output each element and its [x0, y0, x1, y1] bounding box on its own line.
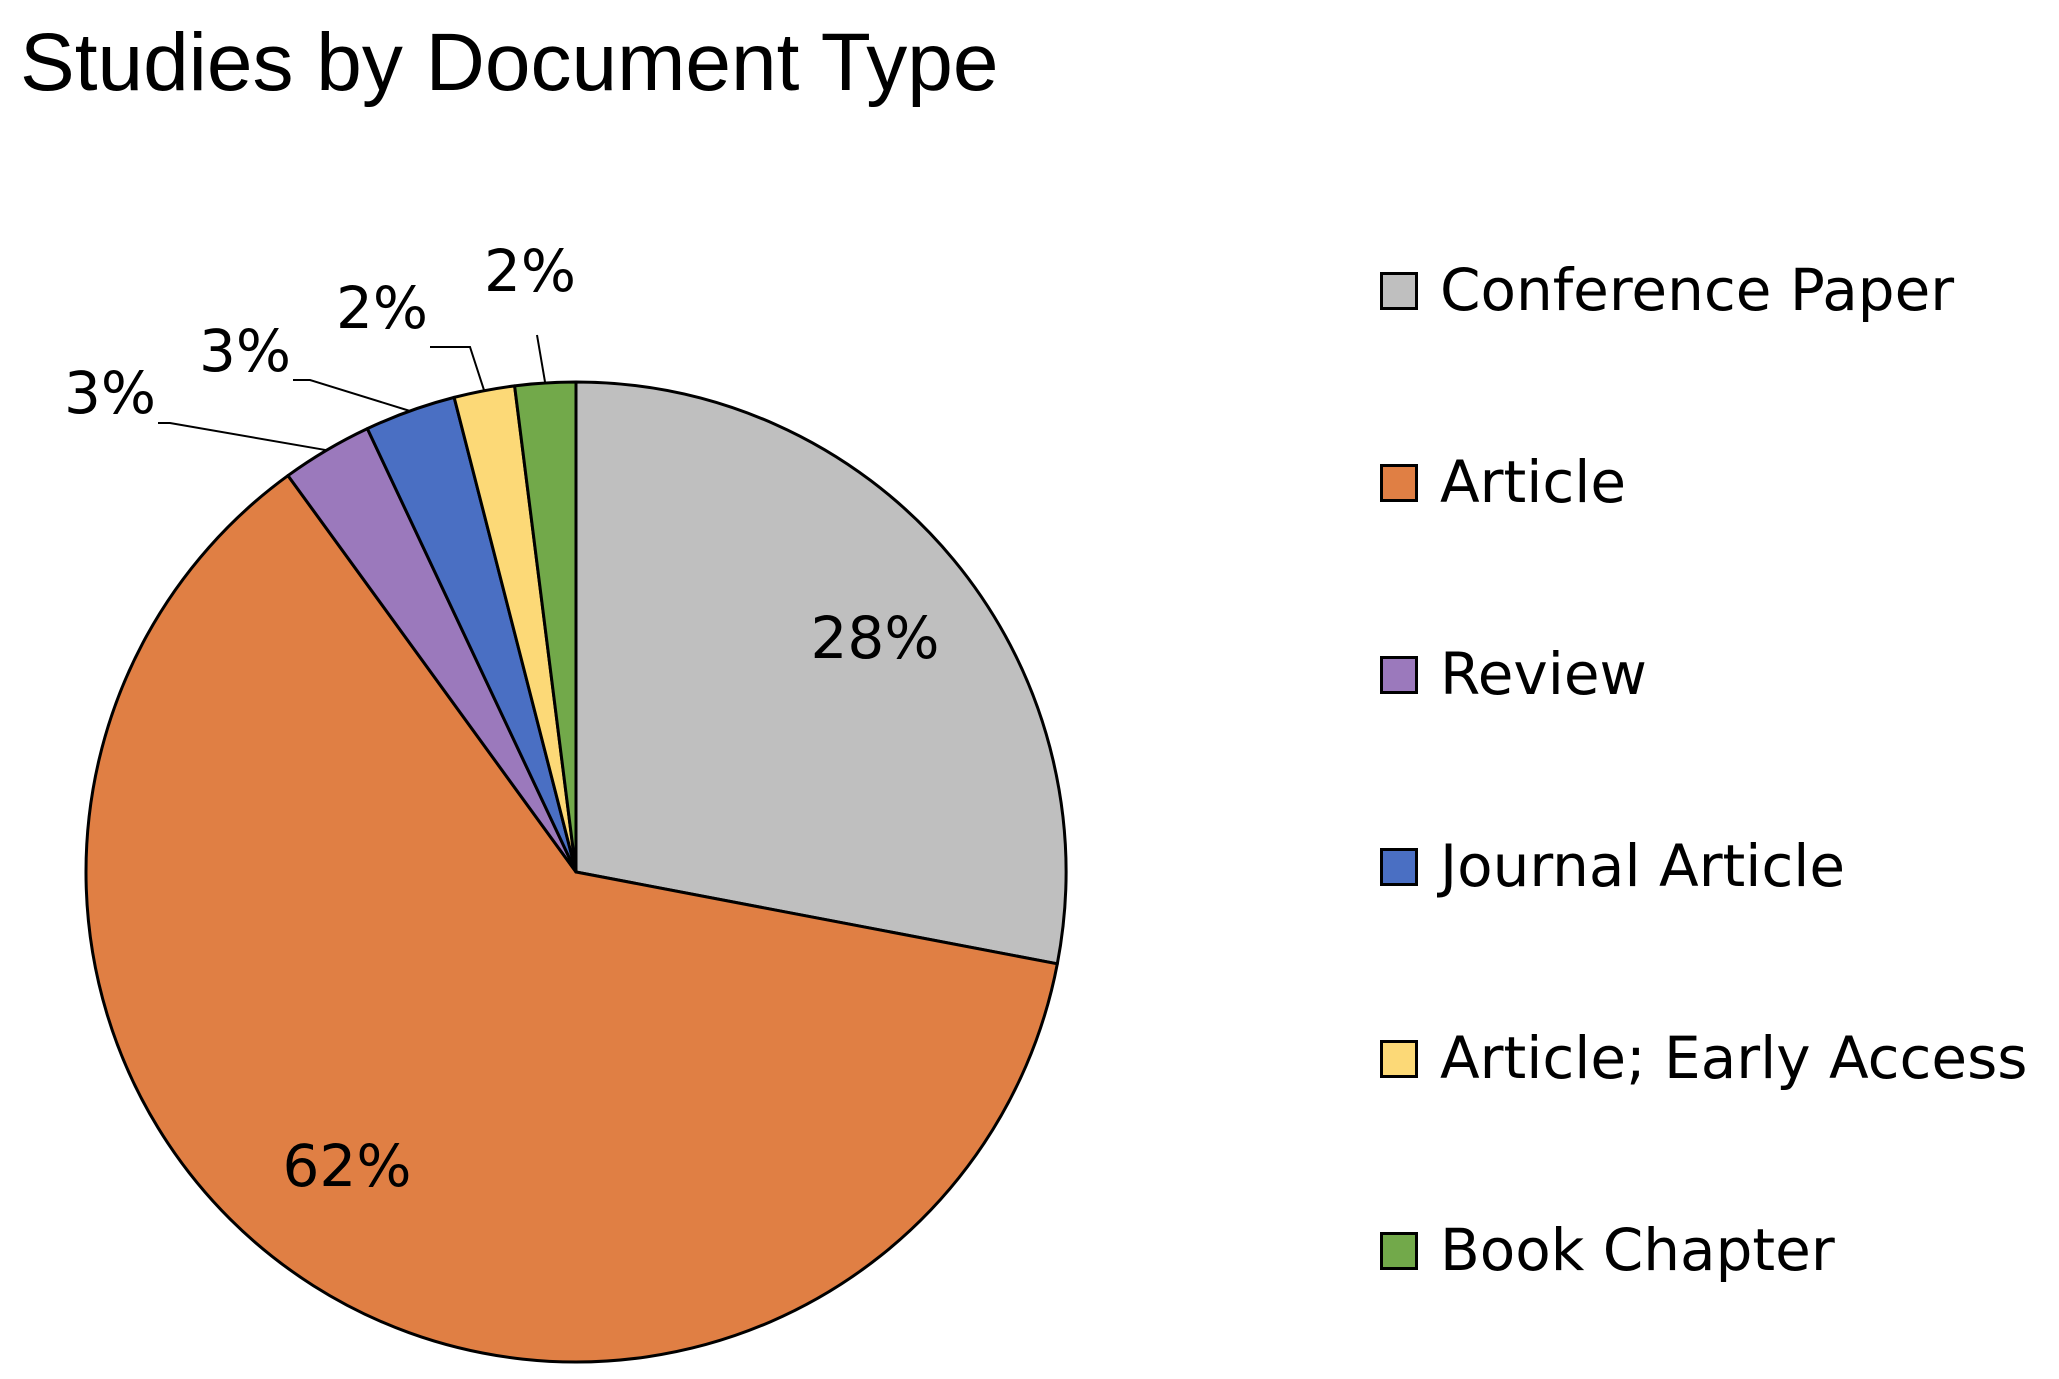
legend-label-article-early-access: Article; Early Access — [1440, 1024, 2028, 1092]
legend-swatch-book-chapter — [1380, 1232, 1418, 1270]
data-label-journal-article: 3% — [199, 317, 291, 385]
legend-label-journal-article: Journal Article — [1440, 832, 1846, 900]
chart-title: Studies by Document Type — [20, 17, 999, 108]
legend-label-book-chapter: Book Chapter — [1440, 1216, 1835, 1284]
pie-slice-conference-paper — [574, 380, 1068, 966]
data-label-article: 62% — [283, 1132, 412, 1200]
leader-line-book-chapter — [536, 334, 547, 384]
leader-line-journal-article — [293, 379, 411, 412]
legend-swatch-article — [1380, 464, 1418, 502]
pie-slices — [84, 380, 1068, 1364]
legend-swatch-article-early-access — [1380, 1040, 1418, 1078]
leader-lines — [158, 334, 547, 452]
legend-label-review: Review — [1440, 640, 1647, 708]
legend-label-conference-paper: Conference Paper — [1440, 256, 1955, 324]
data-label-book-chapter: 2% — [484, 237, 576, 305]
data-label-conference-paper: 28% — [811, 604, 940, 672]
data-label-article-early-access: 2% — [336, 274, 428, 342]
legend-swatch-conference-paper — [1380, 272, 1418, 310]
leader-line-article-early-access — [430, 346, 486, 392]
pie-slice-article — [84, 474, 1059, 1364]
legend-swatch-journal-article — [1380, 848, 1418, 886]
data-labels: 28% 62% 3% 3% 2% 2% — [64, 237, 939, 1200]
legend-label-article: Article — [1440, 448, 1627, 516]
leader-line-review — [158, 422, 327, 452]
legend-swatch-review — [1380, 656, 1418, 694]
data-label-review: 3% — [64, 359, 156, 427]
